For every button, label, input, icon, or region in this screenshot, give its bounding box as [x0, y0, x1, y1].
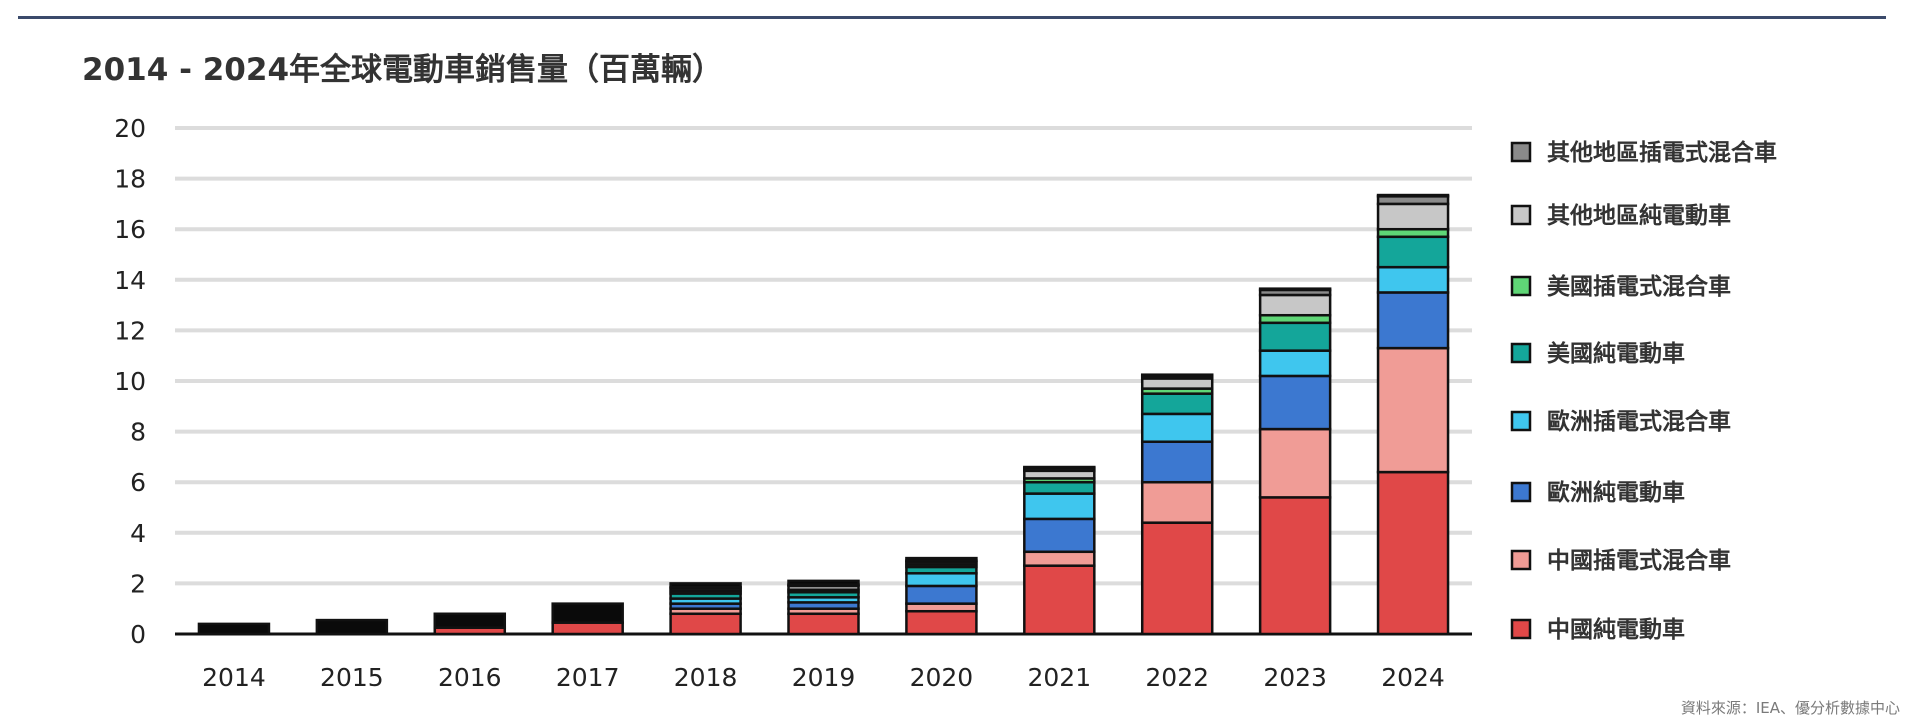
bar-segment: [197, 622, 271, 636]
bar-segment: [433, 612, 507, 629]
legend: 其他地區插電式混合車其他地區純電動車美國插電式混合車美國純電動車歐洲插電式混合車…: [1510, 139, 1777, 643]
y-tick-label: 20: [114, 114, 146, 143]
bar-segment: [551, 621, 624, 636]
x-tick-label: 2014: [202, 663, 266, 692]
x-tick-label: 2020: [910, 663, 974, 692]
legend-label: 其他地區純電動車: [1547, 202, 1731, 229]
x-tick-label: 2016: [438, 663, 502, 692]
bar-segment: [1140, 412, 1214, 443]
bar-segment: [1376, 265, 1450, 294]
y-tick-label: 12: [114, 316, 146, 345]
bar-segment: [1258, 293, 1332, 317]
source-note: 資料來源：IEA、優分析數據中心: [1680, 699, 1900, 717]
bar-segment: [1140, 521, 1214, 636]
bar-segment: [787, 612, 860, 636]
x-tick-label: 2024: [1381, 663, 1445, 692]
legend-swatch: [1510, 549, 1532, 571]
x-tick-label: 2015: [320, 663, 384, 692]
y-tick-label: 4: [130, 519, 146, 548]
y-tick-label: 0: [130, 620, 146, 649]
bar-segment: [905, 584, 978, 605]
y-tick-label: 10: [114, 367, 146, 396]
bar-segment: [1023, 492, 1096, 521]
bar-segment: [1258, 374, 1332, 431]
bar-segment: [1258, 496, 1332, 636]
bar-segment: [1376, 291, 1450, 350]
bar-segment: [1023, 517, 1096, 554]
top-rule: [18, 16, 1886, 19]
x-tick-label: 2019: [792, 663, 856, 692]
bar-segment: [1258, 321, 1332, 352]
y-tick-label: 8: [130, 418, 146, 447]
y-tick-label: 16: [114, 215, 146, 244]
legend-label: 歐洲插電式混合車: [1547, 408, 1731, 435]
bar-segment: [1140, 392, 1214, 416]
y-tick-label: 6: [130, 468, 146, 497]
bar-segment: [315, 618, 389, 636]
bar-segment: [1023, 550, 1096, 567]
bar-segment: [669, 582, 742, 589]
x-axis-ticks: 2014 2015 2016 2017 2018 2019 2020 2021 2022 2023…: [202, 663, 1445, 692]
bar-segment: [1376, 193, 1450, 198]
x-tick-label: 2018: [674, 663, 738, 692]
x-tick-label: 2021: [1028, 663, 1092, 692]
y-tick-label: 2: [130, 569, 146, 598]
bar-segment: [1023, 465, 1096, 470]
bar-segment: [1140, 440, 1214, 484]
bars: [197, 193, 1450, 636]
chart-title: 2014 - 2024年全球電動車銷售量（百萬輛）: [82, 52, 724, 88]
legend-label: 美國插電式混合車: [1547, 273, 1731, 300]
legend-swatch: [1510, 618, 1532, 640]
legend-label: 美國純電動車: [1547, 340, 1685, 367]
bar-segment: [551, 602, 624, 624]
legend-swatch: [1510, 275, 1532, 297]
bar-segment: [669, 612, 742, 636]
x-tick-label: 2023: [1263, 663, 1327, 692]
bar-segment: [1023, 480, 1096, 495]
x-tick-label: 2017: [556, 663, 620, 692]
bar-segment: [1258, 427, 1332, 499]
bar-segment: [905, 609, 978, 636]
bar-segment: [905, 556, 978, 562]
bar-segment: [1023, 564, 1096, 636]
legend-label: 歐洲純電動車: [1547, 479, 1685, 506]
bar-segment: [1376, 470, 1450, 636]
bar-segment: [905, 572, 978, 588]
legend-swatch: [1510, 410, 1532, 432]
legend-swatch: [1510, 204, 1532, 226]
y-tick-label: 14: [114, 266, 146, 295]
bar-segment: [1140, 480, 1214, 524]
bar-segment: [1140, 373, 1214, 378]
legend-swatch: [1510, 342, 1532, 364]
legend-swatch: [1510, 141, 1532, 163]
legend-label: 其他地區插電式混合車: [1547, 139, 1777, 166]
legend-swatch: [1510, 481, 1532, 503]
bar-segment: [1258, 287, 1332, 292]
bar-segment: [1258, 349, 1332, 378]
bar-segment: [1140, 377, 1214, 390]
legend-label: 中國純電動車: [1547, 616, 1685, 643]
legend-label: 中國插電式混合車: [1547, 547, 1731, 574]
y-axis-ticks: 0 2 4 6 8 10 12 14 16 18 20: [114, 114, 146, 649]
x-tick-label: 2022: [1145, 663, 1209, 692]
bar-segment: [1376, 346, 1450, 474]
bar-segment: [1376, 235, 1450, 269]
y-tick-label: 18: [114, 165, 146, 194]
bar-segment: [1376, 202, 1450, 231]
bar-segment: [787, 579, 860, 586]
